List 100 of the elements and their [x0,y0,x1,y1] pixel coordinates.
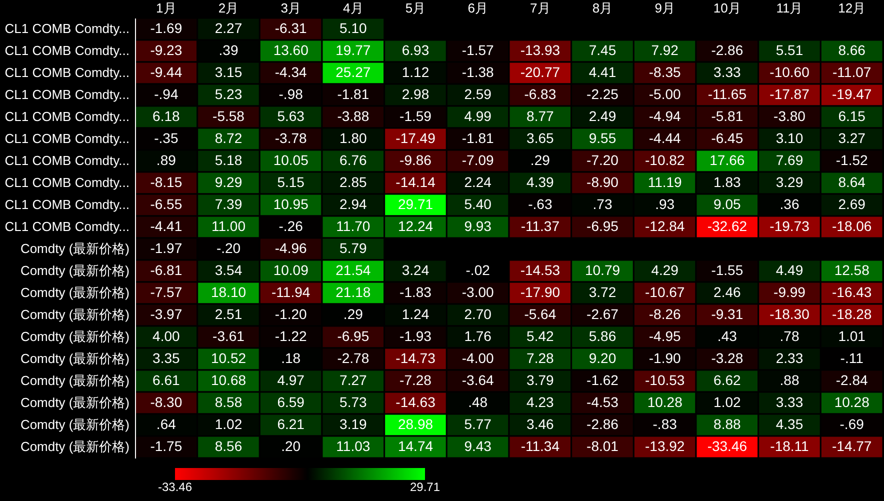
data-label: 19.77 [336,42,371,58]
data-label: -1.83 [400,284,432,300]
data-label: -3.64 [462,372,494,388]
data-label: 2.51 [214,306,242,322]
data-label: 2.69 [838,196,866,212]
y-tick-label: Comdty (最新价格) [20,351,130,366]
y-tick-label: CL1 COMB Comdty... [4,87,130,102]
data-label: -3.61 [212,328,245,344]
y-tick-label: CL1 COMB Comdty... [4,109,130,124]
data-label: 6.15 [838,108,866,124]
data-label: -3.88 [337,108,370,124]
data-label: -.11 [840,350,864,366]
y-tick-label: CL1 COMB Comdty... [4,197,130,212]
y-tick-label: CL1 COMB Comdty... [4,131,130,146]
data-label: -.94 [154,86,178,102]
data-label: -14.14 [396,174,436,190]
data-label: 9.20 [588,350,616,366]
data-label: 2.59 [464,86,492,102]
data-label: -3.00 [462,284,494,300]
data-label: -9.31 [711,306,744,322]
y-tick-label: Comdty (最新价格) [20,285,130,300]
data-label: -10.82 [644,152,685,168]
data-label: -1.52 [836,152,868,168]
data-label: -11.94 [271,284,310,300]
y-tick-label: Comdty (最新价格) [20,329,130,344]
x-tick-label: 6月 [468,0,488,16]
data-label: 3.19 [340,416,368,432]
x-tick-label: 5月 [405,0,426,16]
data-label: -17.87 [770,86,810,102]
data-label: 8.66 [838,42,866,58]
data-label: 10.28 [834,394,870,410]
data-label: 11.70 [336,218,370,234]
data-label: 8.56 [214,438,242,454]
data-label: -9.23 [150,42,182,58]
data-label: 2.46 [714,284,742,300]
data-label: 10.95 [273,196,309,212]
y-tick-label: Comdty (最新价格) [20,263,130,278]
data-label: 9.93 [464,218,492,234]
data-label: 8.77 [526,108,554,124]
data-label: 7.28 [526,350,554,366]
data-label: 6.62 [714,372,742,388]
data-label: -9.86 [400,152,432,168]
data-label: 3.33 [714,64,742,80]
data-label: -1.62 [586,372,619,388]
data-label: 2.24 [464,174,492,190]
data-label: -3.97 [150,306,182,322]
data-label: -18.06 [832,218,872,234]
data-label: -2.86 [711,42,744,58]
data-label: -32.62 [707,218,748,234]
data-label: .18 [281,350,301,366]
data-label: 7.39 [214,196,242,212]
data-label: 14.74 [398,438,434,454]
data-label: .43 [717,328,738,344]
data-label: 8.64 [838,174,866,190]
data-label: -2.25 [586,86,619,102]
data-label: -14.63 [396,394,436,410]
data-label: -.20 [216,240,241,256]
data-label: 2.94 [340,196,368,212]
data-label: .93 [655,196,675,212]
data-label: -.63 [528,196,552,212]
data-label: 3.65 [526,130,554,146]
data-label: 1.02 [214,416,242,432]
data-label: -1.20 [274,306,307,322]
data-label: 29.71 [398,196,434,212]
data-label: -6.55 [150,196,182,212]
data-label: -4.96 [274,240,307,256]
data-label: -9.44 [150,64,182,80]
x-tick-label: 11月 [776,0,803,16]
data-label: 25.27 [336,64,371,80]
data-label: -1.22 [274,328,307,344]
data-label: .20 [281,438,301,454]
y-tick-label: CL1 COMB Comdty... [4,153,130,168]
data-label: -8.26 [648,306,681,322]
data-label: 12.24 [398,218,434,234]
data-label: -6.31 [274,20,307,36]
y-tick-label: Comdty (最新价格) [20,307,130,322]
data-label: -11.65 [708,86,747,102]
data-label: .73 [592,196,612,212]
data-label: -10.67 [644,284,685,300]
y-tick-label: CL1 COMB Comdty... [4,65,130,80]
data-label: 7.27 [340,372,368,388]
data-label: -19.73 [770,218,810,234]
data-label: -1.81 [462,130,494,146]
data-label: 1.24 [402,306,430,322]
data-label: -14.53 [520,262,560,278]
data-label: 4.97 [277,372,305,388]
data-label: -2.78 [337,350,370,366]
data-label: -.26 [278,218,304,234]
data-label: -3.80 [774,108,806,124]
data-label: 10.05 [273,152,309,168]
data-label: -.69 [840,416,864,432]
color-bar-label: 29.71 [410,480,440,494]
data-label: 4.99 [464,108,492,124]
data-label: 9.05 [714,196,742,212]
data-label: 5.73 [340,394,368,410]
data-label: -11.34 [520,438,560,454]
data-label: 10.52 [210,350,246,366]
data-label: 1.76 [464,328,492,344]
data-label: 5.18 [214,152,242,168]
data-label: -8.30 [150,394,182,410]
